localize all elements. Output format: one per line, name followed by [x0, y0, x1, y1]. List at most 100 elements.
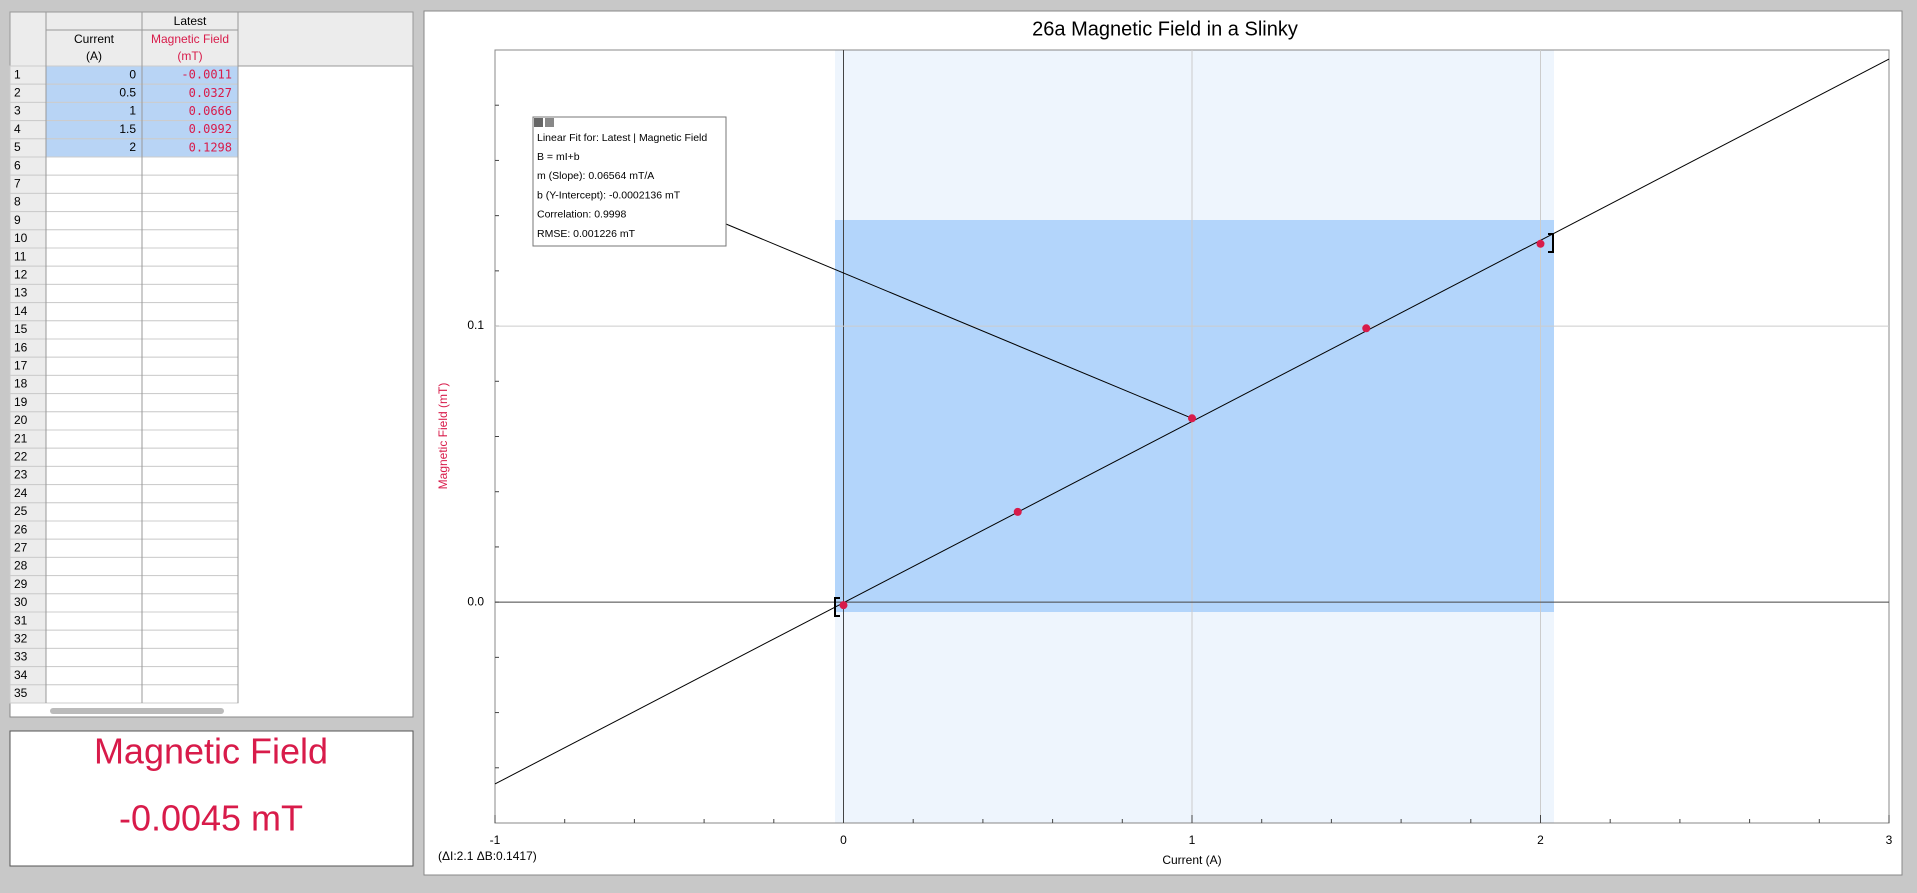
cell: [45, 229, 143, 249]
cell: [45, 684, 143, 704]
cell: [141, 174, 239, 194]
row-number: 2: [14, 85, 21, 99]
cell: [45, 575, 143, 595]
cell-value: 0.5: [119, 85, 136, 99]
cell: [45, 374, 143, 395]
cell: [45, 156, 143, 176]
cell: [141, 629, 239, 649]
row-number: 21: [14, 431, 28, 445]
x-tick-label: -1: [490, 833, 501, 847]
data-point: [1188, 414, 1196, 423]
x-tick-label: 2: [1537, 833, 1544, 847]
row-number: 34: [14, 668, 28, 682]
annotation: (ΔI:2.1 ΔB:0.1417): [438, 849, 537, 863]
row-number: 3: [14, 104, 21, 118]
row-number: 16: [14, 340, 28, 354]
cell: [141, 465, 239, 486]
cell: [45, 393, 143, 413]
cell: [141, 265, 239, 285]
row-number: 1: [14, 67, 21, 81]
y-axis-label: Magnetic Field (mT): [436, 383, 450, 490]
cell: [45, 138, 143, 158]
row-number: 31: [14, 613, 28, 627]
row-number: 22: [14, 449, 28, 463]
cell: [45, 101, 143, 122]
cell: [45, 556, 143, 577]
cell: [45, 192, 143, 213]
cell: [45, 611, 143, 631]
row-number: 17: [14, 358, 28, 372]
cell: [45, 356, 143, 376]
cell: [141, 283, 239, 304]
range-bracket: [1548, 233, 1554, 253]
cell: [141, 393, 239, 413]
cell: [141, 520, 239, 540]
row-number: 5: [14, 140, 21, 154]
cell: [141, 502, 239, 522]
row-number: 13: [14, 286, 28, 300]
cell: [141, 684, 239, 704]
row-number: 28: [14, 559, 28, 573]
row-number: 25: [14, 504, 28, 518]
x-tick-label: 3: [1886, 833, 1893, 847]
fit-options: [545, 118, 554, 127]
row-number: 18: [14, 377, 28, 391]
cell: [141, 229, 239, 249]
fit-box: [532, 116, 727, 247]
cell: [45, 265, 143, 285]
row-number: 27: [14, 540, 28, 554]
cell-value: -0.0011: [181, 68, 232, 82]
row-number: 4: [14, 122, 21, 136]
cell: [141, 647, 239, 668]
cell: [45, 629, 143, 649]
fit-text: Correlation: 0.9998: [537, 209, 626, 221]
cell: [45, 174, 143, 194]
fit-text: RMSE: 0.001226 mT: [537, 228, 636, 240]
table-header-bg: [9, 11, 414, 67]
fit-text: Linear Fit for: Latest | Magnetic Field: [537, 132, 707, 144]
fit-text: B = mI+b: [537, 151, 580, 163]
row-number: 26: [14, 522, 28, 536]
meter-label: Magnetic Field: [94, 731, 328, 772]
cell: [45, 429, 143, 449]
cell: [45, 484, 143, 504]
fit-close: [534, 118, 543, 127]
meter-panel: [9, 730, 414, 867]
x-tick-label: 0: [840, 833, 847, 847]
column-name: Magnetic Field: [151, 32, 229, 46]
cell: [141, 374, 239, 395]
cell: [141, 211, 239, 231]
column-name: Current: [74, 32, 115, 46]
cell: [141, 666, 239, 686]
fit-text: m (Slope): 0.06564 mT/A: [537, 170, 654, 182]
cell-value: 0.0666: [189, 104, 232, 118]
data-point: [1362, 324, 1371, 333]
cell: [141, 302, 239, 322]
row-number: 35: [14, 686, 28, 700]
group-header: Latest: [174, 14, 207, 28]
row-number: 19: [14, 395, 28, 409]
cell-value: 2: [129, 140, 136, 154]
cell-value: 0.0992: [189, 122, 232, 136]
row-number: 30: [14, 595, 28, 609]
column-unit: (A): [86, 49, 102, 63]
scrollbar: [50, 708, 224, 714]
cell: [141, 484, 239, 504]
cell: [45, 283, 143, 304]
column-unit: (mT): [177, 49, 202, 63]
cell: [141, 192, 239, 213]
row-number: 33: [14, 650, 28, 664]
cell: [45, 502, 143, 522]
data-point: [839, 601, 848, 610]
cell: [45, 593, 143, 613]
fit-connector: [725, 223, 1193, 419]
cell: [45, 520, 143, 540]
row-number: 11: [14, 249, 27, 263]
row-number: 14: [14, 304, 28, 318]
cell: [45, 247, 143, 267]
cell: [141, 593, 239, 613]
cell: [141, 538, 239, 558]
cell: [45, 666, 143, 686]
cell-value: 0.0327: [189, 86, 232, 100]
